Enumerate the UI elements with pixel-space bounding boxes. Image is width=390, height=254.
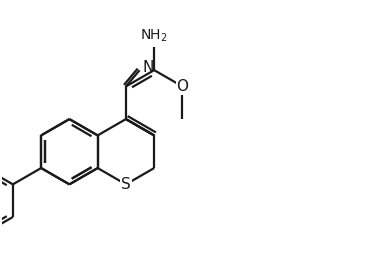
- Text: NH$_2$: NH$_2$: [140, 28, 168, 44]
- Text: N: N: [142, 60, 154, 75]
- Text: O: O: [176, 79, 188, 94]
- Text: S: S: [121, 177, 131, 192]
